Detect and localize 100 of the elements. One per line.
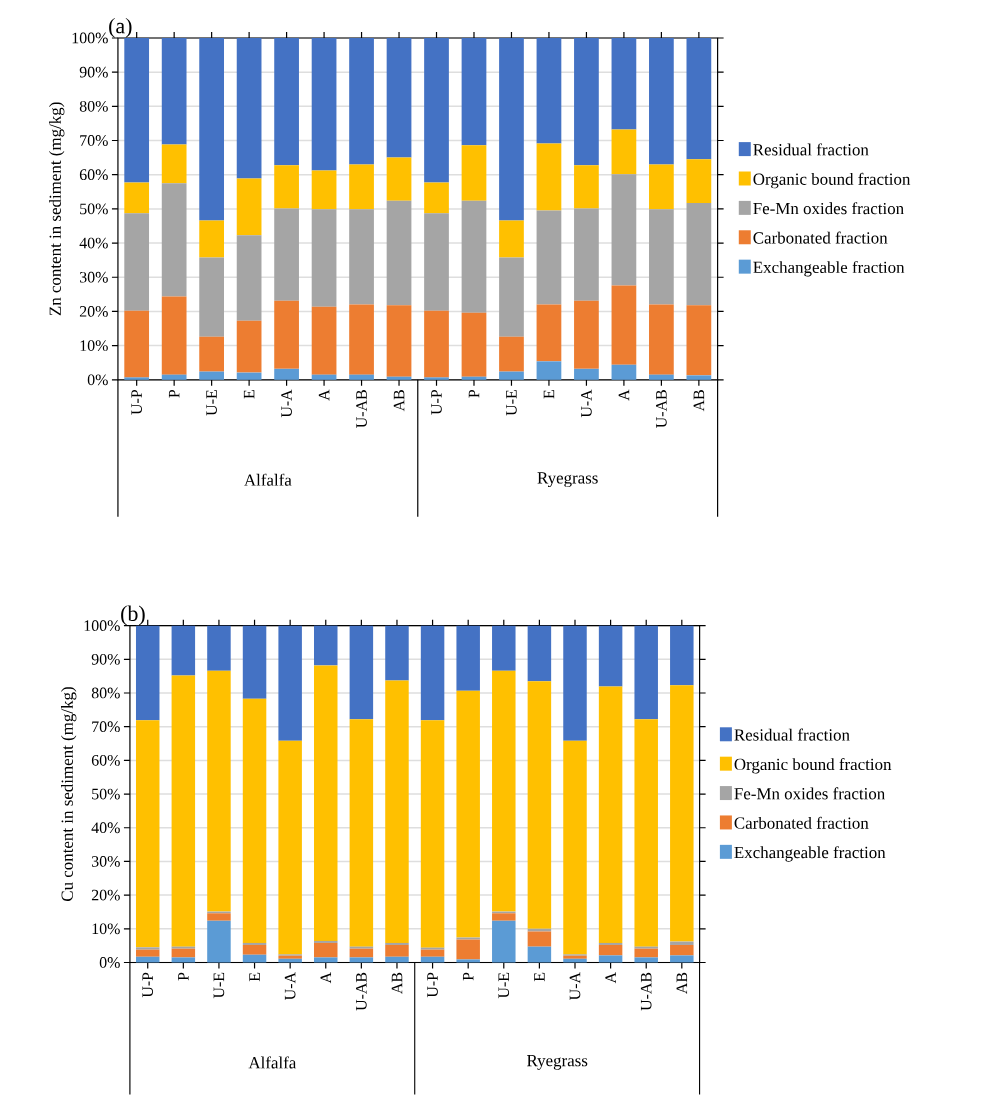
bar [461, 312, 487, 377]
x-tick-label: U-AB [655, 390, 667, 428]
bar [648, 37, 674, 165]
bar [634, 946, 658, 949]
bar [274, 208, 299, 301]
bar [527, 681, 551, 929]
bar [349, 946, 373, 949]
bar [386, 37, 412, 158]
bar [135, 947, 160, 950]
bar [536, 143, 562, 211]
bar [385, 944, 409, 957]
bar [634, 948, 658, 958]
x-tick-label: U-AB [355, 972, 367, 1011]
bar [456, 690, 480, 938]
bar [242, 944, 267, 955]
y-tick-label: 20% [91, 889, 120, 901]
bar [573, 300, 599, 369]
bar [669, 955, 694, 963]
x-tick-label: U-P [131, 389, 142, 415]
bar [385, 680, 409, 943]
x-tick-label: U-E [213, 972, 225, 999]
bar [573, 208, 599, 301]
x-tick-label: U-E [505, 390, 517, 416]
bar [199, 37, 224, 221]
bar [423, 37, 449, 183]
bar [313, 625, 338, 666]
bar [385, 942, 409, 945]
bar [491, 913, 516, 921]
bar [135, 625, 160, 721]
x-tick-label: U-E [206, 390, 217, 416]
bar [348, 209, 374, 305]
legend-label: Carbonated fraction [753, 231, 888, 244]
text: Alfalfa [243, 473, 292, 486]
bar [311, 37, 337, 171]
x-tick-label: U-P [142, 972, 153, 998]
bar [420, 947, 445, 950]
bar [236, 37, 262, 179]
x-tick-label: AB [393, 390, 405, 412]
bar [611, 129, 637, 175]
bar [420, 625, 445, 721]
bar [242, 625, 267, 699]
bar [313, 665, 338, 941]
bar [461, 145, 487, 201]
y-tick-label: 100% [72, 32, 108, 44]
x-tick-label: E [249, 972, 260, 982]
bar [161, 37, 187, 145]
bar [135, 720, 160, 948]
legend-label: Residual fraction [753, 143, 869, 156]
bar [348, 164, 374, 210]
legend-label: Fe-Mn oxides fraction [734, 787, 885, 800]
y-tick-label: 10% [80, 340, 108, 351]
bar [669, 625, 694, 686]
bar [686, 203, 712, 306]
bar [171, 957, 195, 963]
x-tick-label: E [243, 390, 255, 399]
bar [536, 37, 562, 144]
bar [536, 361, 562, 380]
text: Alfalfa [248, 1056, 296, 1069]
y-tick-label: 50% [91, 788, 120, 800]
bar [491, 625, 516, 671]
y-tick-label: 40% [91, 822, 120, 834]
bar [527, 946, 551, 963]
y-tick-label: 90% [79, 66, 108, 78]
bar [536, 210, 562, 305]
bar [274, 368, 299, 380]
x-tick-label: A [618, 389, 629, 401]
bar [386, 305, 412, 377]
x-tick-label: U-P [427, 972, 438, 998]
bar [634, 957, 658, 963]
y-tick-label: 70% [80, 135, 108, 146]
bar [573, 37, 599, 166]
bar [311, 374, 337, 380]
bar [686, 375, 712, 380]
y-tick-label: 90% [91, 653, 120, 665]
bar [124, 182, 149, 214]
bar [349, 957, 373, 963]
bar [199, 257, 224, 337]
bar [456, 939, 480, 960]
bar [161, 374, 187, 380]
bar [311, 170, 337, 210]
chart-title: (a) [108, 17, 132, 38]
bar [461, 200, 487, 313]
bar [135, 949, 160, 957]
bar [563, 625, 587, 741]
bar [199, 371, 224, 380]
bar [236, 320, 262, 373]
bar [236, 235, 262, 321]
x-tick-label: AB [676, 972, 687, 994]
bar [648, 374, 674, 380]
bar [349, 625, 373, 720]
y-tick-label: 30% [91, 856, 120, 867]
bar [498, 220, 524, 258]
bar [206, 625, 231, 671]
y-tick-label: 0% [99, 957, 120, 968]
bar [348, 37, 374, 165]
bar [278, 740, 302, 955]
bar [206, 670, 231, 912]
bar [124, 377, 149, 380]
bar [423, 182, 449, 214]
bar [598, 942, 623, 945]
